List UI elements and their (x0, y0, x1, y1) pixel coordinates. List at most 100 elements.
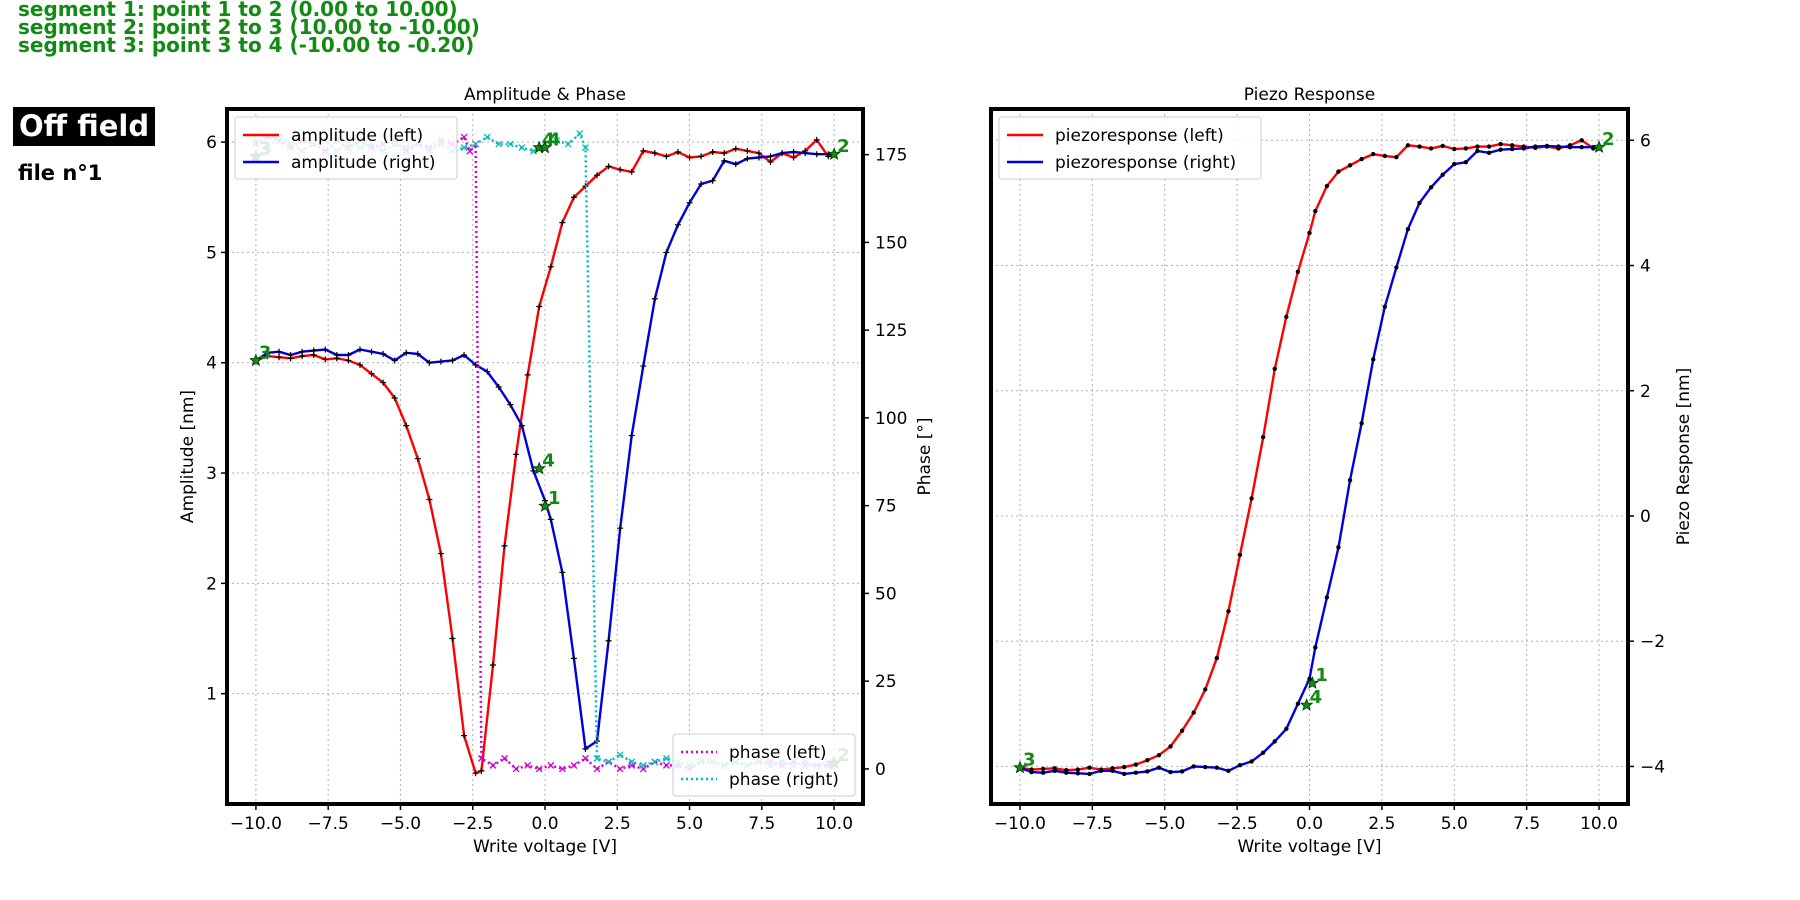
data-point-0 (536, 303, 543, 310)
data-point-0 (1145, 757, 1150, 763)
data-point-0 (449, 635, 456, 642)
x-tick-label: −2.5 (1216, 814, 1257, 834)
data-point-0 (1405, 143, 1411, 148)
legend-label: piezoresponse (left) (1055, 126, 1224, 146)
data-point-1 (1029, 769, 1034, 775)
data-point-2 (547, 761, 555, 769)
data-point-1 (1226, 768, 1231, 774)
data-point-0 (478, 767, 485, 774)
data-point-0 (472, 770, 479, 777)
data-point-1 (1405, 227, 1411, 232)
x-axis-label: Write voltage [V] (473, 837, 617, 857)
data-point-0 (1075, 767, 1081, 772)
y-tick-label: −4 (1640, 757, 1665, 777)
y-axis-label: Piezo Response [nm] (1674, 368, 1694, 545)
data-point-1 (1052, 768, 1057, 774)
data-point-2 (466, 147, 474, 155)
data-point-3 (651, 758, 659, 766)
data-point-0 (1347, 163, 1353, 168)
data-point-1 (1556, 144, 1561, 149)
data-point-1 (1307, 676, 1312, 681)
data-point-2 (501, 754, 508, 762)
data-point-1 (617, 525, 624, 532)
data-point-0 (709, 149, 716, 156)
data-point-2 (535, 765, 543, 773)
data-point-1 (1336, 545, 1341, 550)
data-point-2 (460, 133, 468, 141)
data-point-0 (744, 147, 751, 154)
point-marker-label: 2 (837, 136, 850, 157)
point-marker-label: 3 (1023, 750, 1036, 771)
y2-tick-label: 75 (875, 497, 897, 517)
data-point-1 (744, 155, 751, 162)
data-point-1 (1440, 172, 1445, 177)
data-point-0 (617, 166, 624, 173)
data-point-1 (779, 150, 786, 157)
legend-box (234, 116, 458, 180)
data-point-1 (709, 177, 716, 184)
data-point-0 (426, 496, 433, 503)
data-point-0 (1359, 156, 1364, 162)
data-point-1 (559, 569, 566, 576)
point-marker-star (538, 498, 552, 512)
x-tick-label: 10.0 (815, 814, 853, 834)
y-tick-label: 1 (206, 685, 217, 705)
segment-3-label: segment 3: point 3 to 4 (-10.00 to -0.20… (18, 33, 475, 57)
x-tick-label: −10.0 (230, 814, 282, 834)
x-tick-label: 5.0 (1441, 814, 1468, 834)
data-point-1 (1452, 161, 1457, 167)
data-point-0 (1191, 710, 1196, 715)
data-point-1 (1313, 645, 1318, 650)
y2-tick-label: 25 (875, 672, 897, 692)
y2-tick-label: 175 (875, 146, 907, 166)
data-point-0 (380, 379, 387, 386)
data-point-3 (506, 140, 514, 148)
point-marker-star (538, 140, 552, 154)
data-point-2 (524, 761, 532, 769)
data-point-1 (1260, 750, 1266, 755)
data-point-0 (1087, 765, 1092, 770)
data-point-1 (426, 359, 433, 366)
x-axis-label: Write voltage [V] (1237, 837, 1381, 857)
x-tick-label: 2.5 (604, 814, 631, 834)
y2-axis-label: Phase [°] (915, 418, 935, 496)
data-point-0 (790, 154, 797, 161)
point-marker-star (1299, 697, 1314, 711)
data-point-0 (368, 370, 375, 377)
x-tick-label: 10.0 (1580, 814, 1618, 834)
point-marker-label: 2 (1602, 129, 1615, 150)
data-point-0 (461, 732, 468, 739)
data-point-1 (403, 349, 410, 356)
data-point-0 (1260, 434, 1266, 440)
data-point-1 (1324, 595, 1330, 600)
data-point-0 (1371, 151, 1376, 157)
data-point-0 (767, 158, 774, 165)
y-tick-label: 3 (206, 464, 217, 484)
data-point-1 (1237, 762, 1243, 768)
data-point-1 (414, 350, 421, 357)
data-point-1 (1544, 143, 1550, 149)
data-point-1 (1179, 769, 1185, 774)
data-point-1 (570, 655, 577, 662)
data-point-1 (1214, 765, 1220, 770)
data-point-1 (767, 153, 774, 160)
data-point-1 (1498, 147, 1503, 152)
data-point-2 (616, 765, 624, 773)
data-point-0 (322, 356, 329, 363)
data-point-0 (1324, 183, 1330, 189)
y2-tick-label: 0 (875, 760, 886, 780)
data-point-1 (345, 352, 352, 359)
data-point-1 (674, 221, 681, 228)
point-marker-label: 4 (1310, 687, 1323, 708)
point-marker-label: 3 (259, 343, 272, 364)
data-point-3 (605, 758, 613, 766)
data-point-0 (276, 354, 283, 361)
data-point-0 (732, 145, 739, 152)
x-tick-label: −5.0 (1144, 814, 1185, 834)
data-point-1 (640, 363, 647, 370)
point-marker-star (1592, 140, 1606, 153)
data-point-0 (640, 147, 647, 154)
data-point-1 (1463, 160, 1469, 165)
